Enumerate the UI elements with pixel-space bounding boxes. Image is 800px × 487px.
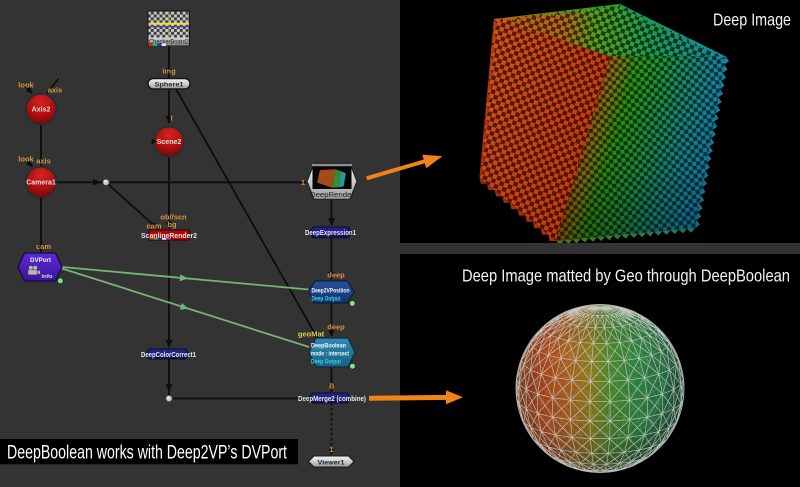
svg-text:1: 1 <box>329 445 333 454</box>
svg-text:Sphere1: Sphere1 <box>155 82 184 89</box>
svg-text:Viewer1: Viewer1 <box>318 459 345 466</box>
svg-text:Axis2: Axis2 <box>32 107 51 114</box>
svg-text:CheckerBoard2: CheckerBoard2 <box>149 38 189 45</box>
svg-text:DeepBoolean: DeepBoolean <box>311 342 346 349</box>
svg-text:deep: deep <box>327 271 345 280</box>
svg-text:ob//scn: ob//scn <box>160 213 187 222</box>
svg-text:DeepMerge2 (combine): DeepMerge2 (combine) <box>298 394 367 403</box>
svg-text:look: look <box>18 81 34 90</box>
svg-text:Deep Output: Deep Output <box>311 358 342 365</box>
svg-text:Camera1: Camera1 <box>26 180 56 187</box>
svg-text:Deep Output: Deep Output <box>312 296 342 303</box>
svg-text:cam: cam <box>36 242 51 251</box>
svg-text:deep: deep <box>327 323 345 332</box>
svg-text:geoMat: geoMat <box>298 330 325 339</box>
svg-text:t: t <box>170 116 173 123</box>
svg-text:Deep Image matted by Geo throu: Deep Image matted by Geo through DeepBoo… <box>462 266 790 286</box>
svg-text:img: img <box>162 67 176 76</box>
svg-text:cam: cam <box>146 222 161 231</box>
svg-text:Deep Image: Deep Image <box>713 10 791 30</box>
svg-text:axis: axis <box>48 86 63 95</box>
svg-text:DVPort: DVPort <box>30 257 52 264</box>
svg-text:bg: bg <box>167 220 177 229</box>
svg-text:Scene2: Scene2 <box>157 139 182 146</box>
svg-text:ScanlineRender2: ScanlineRender2 <box>141 233 197 240</box>
svg-text:info: info <box>42 274 54 280</box>
svg-text:1: 1 <box>301 178 305 187</box>
svg-text:look: look <box>18 155 34 164</box>
svg-text:axis: axis <box>36 157 51 166</box>
svg-text:Deep2VPosition: Deep2VPosition <box>312 287 350 294</box>
svg-text:DeepBoolean works with Deep2VP: DeepBoolean works with Deep2VP’s DVPort <box>7 441 287 463</box>
svg-text:DeepRender: DeepRender <box>310 190 355 199</box>
svg-text:B: B <box>329 382 335 391</box>
svg-text:DeepExpression1: DeepExpression1 <box>305 228 356 237</box>
svg-text:mode : intersect: mode : intersect <box>311 350 350 357</box>
svg-text:DeepColorCorrect1: DeepColorCorrect1 <box>141 350 196 359</box>
